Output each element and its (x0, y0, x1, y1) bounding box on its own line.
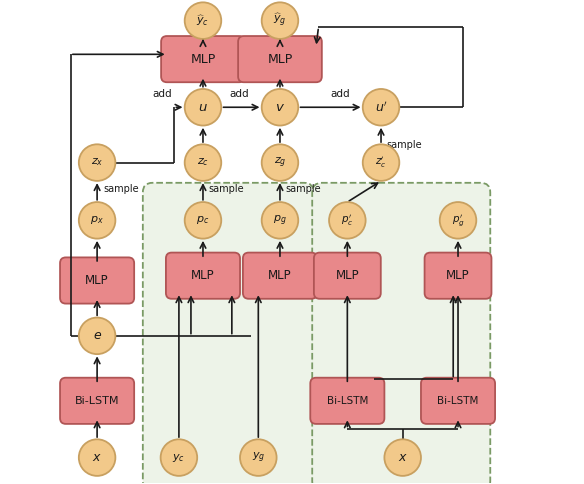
Text: MLP: MLP (191, 269, 215, 282)
Text: $p_x$: $p_x$ (91, 214, 104, 227)
Text: add: add (152, 89, 172, 99)
Circle shape (185, 202, 221, 239)
Text: $z_x$: $z_x$ (91, 157, 103, 168)
Circle shape (262, 202, 298, 239)
Text: $\widehat{y}_c$: $\widehat{y}_c$ (196, 13, 210, 28)
Circle shape (185, 2, 221, 39)
Circle shape (262, 89, 298, 125)
Circle shape (240, 439, 277, 476)
Circle shape (329, 202, 366, 239)
Circle shape (79, 144, 116, 181)
Text: sample: sample (387, 139, 422, 150)
FancyBboxPatch shape (425, 253, 492, 299)
FancyBboxPatch shape (60, 257, 134, 303)
Text: $p_c'$: $p_c'$ (341, 212, 353, 228)
Text: $y_c$: $y_c$ (172, 452, 186, 464)
Text: $z_c'$: $z_c'$ (376, 155, 387, 170)
FancyBboxPatch shape (314, 253, 381, 299)
FancyBboxPatch shape (161, 36, 245, 82)
Text: $\widehat{y}_g$: $\widehat{y}_g$ (273, 12, 287, 30)
FancyBboxPatch shape (421, 378, 495, 424)
FancyBboxPatch shape (143, 183, 314, 484)
Text: add: add (229, 89, 249, 99)
Text: MLP: MLP (85, 274, 109, 287)
FancyBboxPatch shape (238, 36, 322, 82)
Text: MLP: MLP (190, 53, 215, 66)
Text: $z_c$: $z_c$ (197, 157, 209, 168)
Circle shape (384, 439, 421, 476)
Text: $e$: $e$ (92, 329, 102, 342)
Text: $p_g$: $p_g$ (273, 213, 287, 227)
Text: sample: sample (103, 184, 139, 194)
FancyBboxPatch shape (312, 183, 490, 484)
Text: $u'$: $u'$ (374, 100, 387, 115)
FancyBboxPatch shape (60, 378, 134, 424)
Text: Bi-LSTM: Bi-LSTM (75, 396, 119, 406)
Text: $p_g'$: $p_g'$ (451, 212, 464, 228)
Text: $p_c$: $p_c$ (196, 214, 210, 227)
Text: $y_g$: $y_g$ (252, 451, 265, 465)
Text: $u$: $u$ (198, 101, 208, 114)
Text: sample: sample (286, 184, 321, 194)
Text: MLP: MLP (267, 53, 293, 66)
Circle shape (79, 202, 116, 239)
Circle shape (440, 202, 477, 239)
Text: Bi-LSTM: Bi-LSTM (326, 396, 368, 406)
Circle shape (185, 89, 221, 125)
Circle shape (363, 144, 399, 181)
Circle shape (262, 144, 298, 181)
Circle shape (262, 2, 298, 39)
Text: $z_g$: $z_g$ (274, 155, 286, 170)
Text: MLP: MLP (336, 269, 359, 282)
FancyBboxPatch shape (310, 378, 384, 424)
Text: $v$: $v$ (275, 101, 285, 114)
FancyBboxPatch shape (166, 253, 240, 299)
Text: add: add (330, 89, 350, 99)
Circle shape (185, 144, 221, 181)
Text: $x$: $x$ (92, 451, 102, 464)
Circle shape (79, 318, 116, 354)
Circle shape (79, 439, 116, 476)
Text: sample: sample (208, 184, 244, 194)
Text: MLP: MLP (446, 269, 470, 282)
FancyBboxPatch shape (243, 253, 317, 299)
Circle shape (363, 89, 399, 125)
Text: $x$: $x$ (398, 451, 408, 464)
Circle shape (161, 439, 197, 476)
Text: MLP: MLP (268, 269, 292, 282)
Text: Bi-LSTM: Bi-LSTM (437, 396, 479, 406)
